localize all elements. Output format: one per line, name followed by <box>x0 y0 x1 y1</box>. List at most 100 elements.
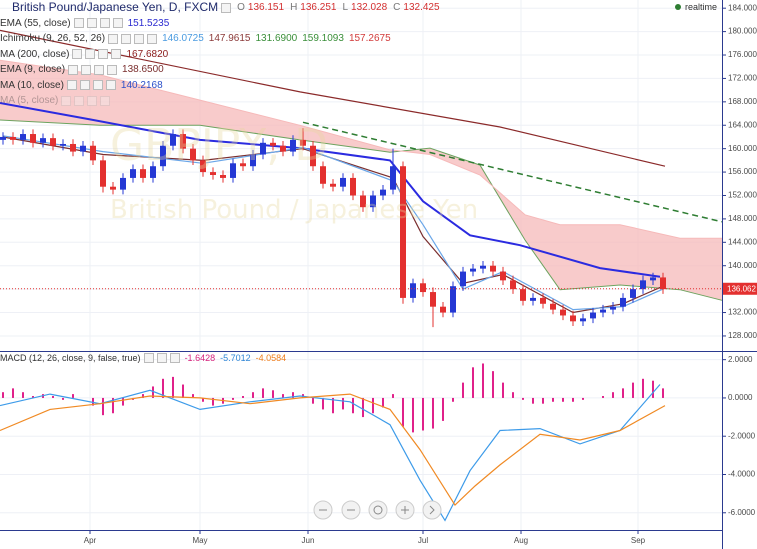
candle-body <box>50 138 56 146</box>
indicator-label[interactable]: MA (5, close) <box>0 95 59 106</box>
indicator-value: 146.0725 <box>162 33 204 44</box>
x-tick-label: Sep <box>631 536 646 545</box>
macd-histogram-bar <box>382 397 384 408</box>
indicator-icon[interactable] <box>79 80 90 91</box>
indicator-icon[interactable] <box>147 33 158 44</box>
symbol-title[interactable]: British Pound/Japanese Yen, D, FXCM <box>12 0 219 14</box>
candle-body <box>600 309 606 313</box>
y-tick-label: 2.0000 <box>728 355 753 364</box>
indicator-value: 138.6500 <box>122 64 164 75</box>
candle-body <box>120 177 126 190</box>
indicator-icon[interactable] <box>112 18 123 29</box>
scroll-right-button[interactable] <box>422 500 442 520</box>
indicator-icon[interactable] <box>100 95 111 106</box>
candle-body <box>620 297 626 307</box>
x-tick-label: Apr <box>84 536 97 545</box>
candle-body <box>30 134 36 143</box>
candle-body <box>380 189 386 196</box>
x-tick-label: Jun <box>302 536 315 545</box>
axes: 128.000132.000136.000140.000144.000148.0… <box>84 3 757 545</box>
indicator-icon[interactable] <box>86 18 97 29</box>
settings-icon[interactable] <box>221 2 232 13</box>
candle-body <box>260 142 266 155</box>
y-tick-label: -2.0000 <box>728 431 756 440</box>
macd-histogram-bar <box>182 384 184 398</box>
candle-body <box>190 148 196 161</box>
macd-histogram-bar <box>362 397 364 418</box>
scroll-right-icon <box>429 505 435 515</box>
indicator-icon[interactable] <box>87 95 98 106</box>
indicator-icon[interactable] <box>121 33 132 44</box>
candle-body <box>570 315 576 322</box>
indicator-icon[interactable] <box>105 80 116 91</box>
indicator-label[interactable]: Ichimoku (9, 26, 52, 26) <box>0 33 106 44</box>
indicator-icon[interactable] <box>98 49 109 60</box>
macd-icon[interactable] <box>156 353 167 363</box>
candle-body <box>550 303 556 310</box>
candle-body <box>490 265 496 272</box>
indicator-row: MA (10, close) 140.2168 <box>0 78 440 94</box>
y-tick-label: 160.000 <box>728 144 757 153</box>
indicator-label[interactable]: EMA (55, close) <box>0 17 71 29</box>
macd-histogram-bar <box>312 397 314 404</box>
candle-body <box>20 134 26 140</box>
y-tick-label: 156.000 <box>728 167 757 176</box>
y-tick-label: 148.000 <box>728 214 757 223</box>
indicator-value: 131.6900 <box>255 33 298 44</box>
macd-histogram-bar <box>492 371 494 398</box>
candle-body <box>320 166 326 184</box>
macd-value: -5.7012 <box>220 353 251 363</box>
indicator-label[interactable]: MA (10, close) <box>0 79 64 91</box>
macd-icon[interactable] <box>143 353 154 363</box>
indicator-icon[interactable] <box>66 80 77 91</box>
indicator-icon[interactable] <box>134 33 145 44</box>
indicator-line <box>2 136 664 314</box>
indicator-line <box>0 29 666 167</box>
macd-histogram-bar <box>452 397 454 402</box>
macd-histogram-bar <box>612 392 614 398</box>
candle-body <box>80 145 86 152</box>
candle-body <box>300 139 306 146</box>
macd-histogram-bar <box>632 382 634 398</box>
indicator-icon[interactable] <box>111 49 122 60</box>
indicator-line <box>0 393 666 507</box>
macd-icon[interactable] <box>169 353 180 363</box>
indicator-icon[interactable] <box>99 18 110 29</box>
indicator-label[interactable]: MA (200, close) <box>0 48 70 60</box>
candle-body <box>510 280 516 290</box>
macd-histogram-bar <box>72 394 74 398</box>
indicator-icon[interactable] <box>61 95 72 106</box>
indicator-icon[interactable] <box>74 95 85 106</box>
candle-body <box>590 312 596 319</box>
y-tick-label: 128.000 <box>728 331 757 340</box>
macd-histogram-bar <box>642 378 644 398</box>
y-tick-label: 164.000 <box>728 120 757 129</box>
macd-histogram-bar <box>622 388 624 398</box>
indicator-icon[interactable] <box>73 18 84 29</box>
indicator-icon[interactable] <box>72 49 83 60</box>
ohlc-key: C <box>393 2 401 13</box>
indicator-icon[interactable] <box>92 80 103 91</box>
indicator-label[interactable]: EMA (9, close) <box>0 64 66 75</box>
macd-histogram-bar <box>342 397 344 410</box>
x-tick-label: May <box>192 536 207 545</box>
reset-button[interactable] <box>368 500 388 520</box>
candle-body <box>10 136 16 140</box>
macd-histogram-bar <box>32 396 34 398</box>
candle-body <box>390 166 396 190</box>
candle-body <box>110 186 116 190</box>
indicator-icon[interactable] <box>85 49 96 60</box>
indicator-icon[interactable] <box>108 33 119 44</box>
macd-histogram-bar <box>402 397 404 427</box>
macd-histogram-bar <box>442 397 444 421</box>
indicator-icon[interactable] <box>94 64 105 75</box>
candle-body <box>420 283 426 293</box>
macd-histogram-bar <box>192 394 194 398</box>
macd-title[interactable]: MACD (12, 26, close, 9, false, true) <box>0 353 141 363</box>
indicator-icon[interactable] <box>68 64 79 75</box>
indicator-icon[interactable] <box>81 64 92 75</box>
macd-histogram-bar <box>112 397 114 414</box>
indicator-value: 167.6820 <box>126 48 169 60</box>
macd-histogram-bar <box>282 394 284 398</box>
indicator-icon[interactable] <box>107 64 118 75</box>
